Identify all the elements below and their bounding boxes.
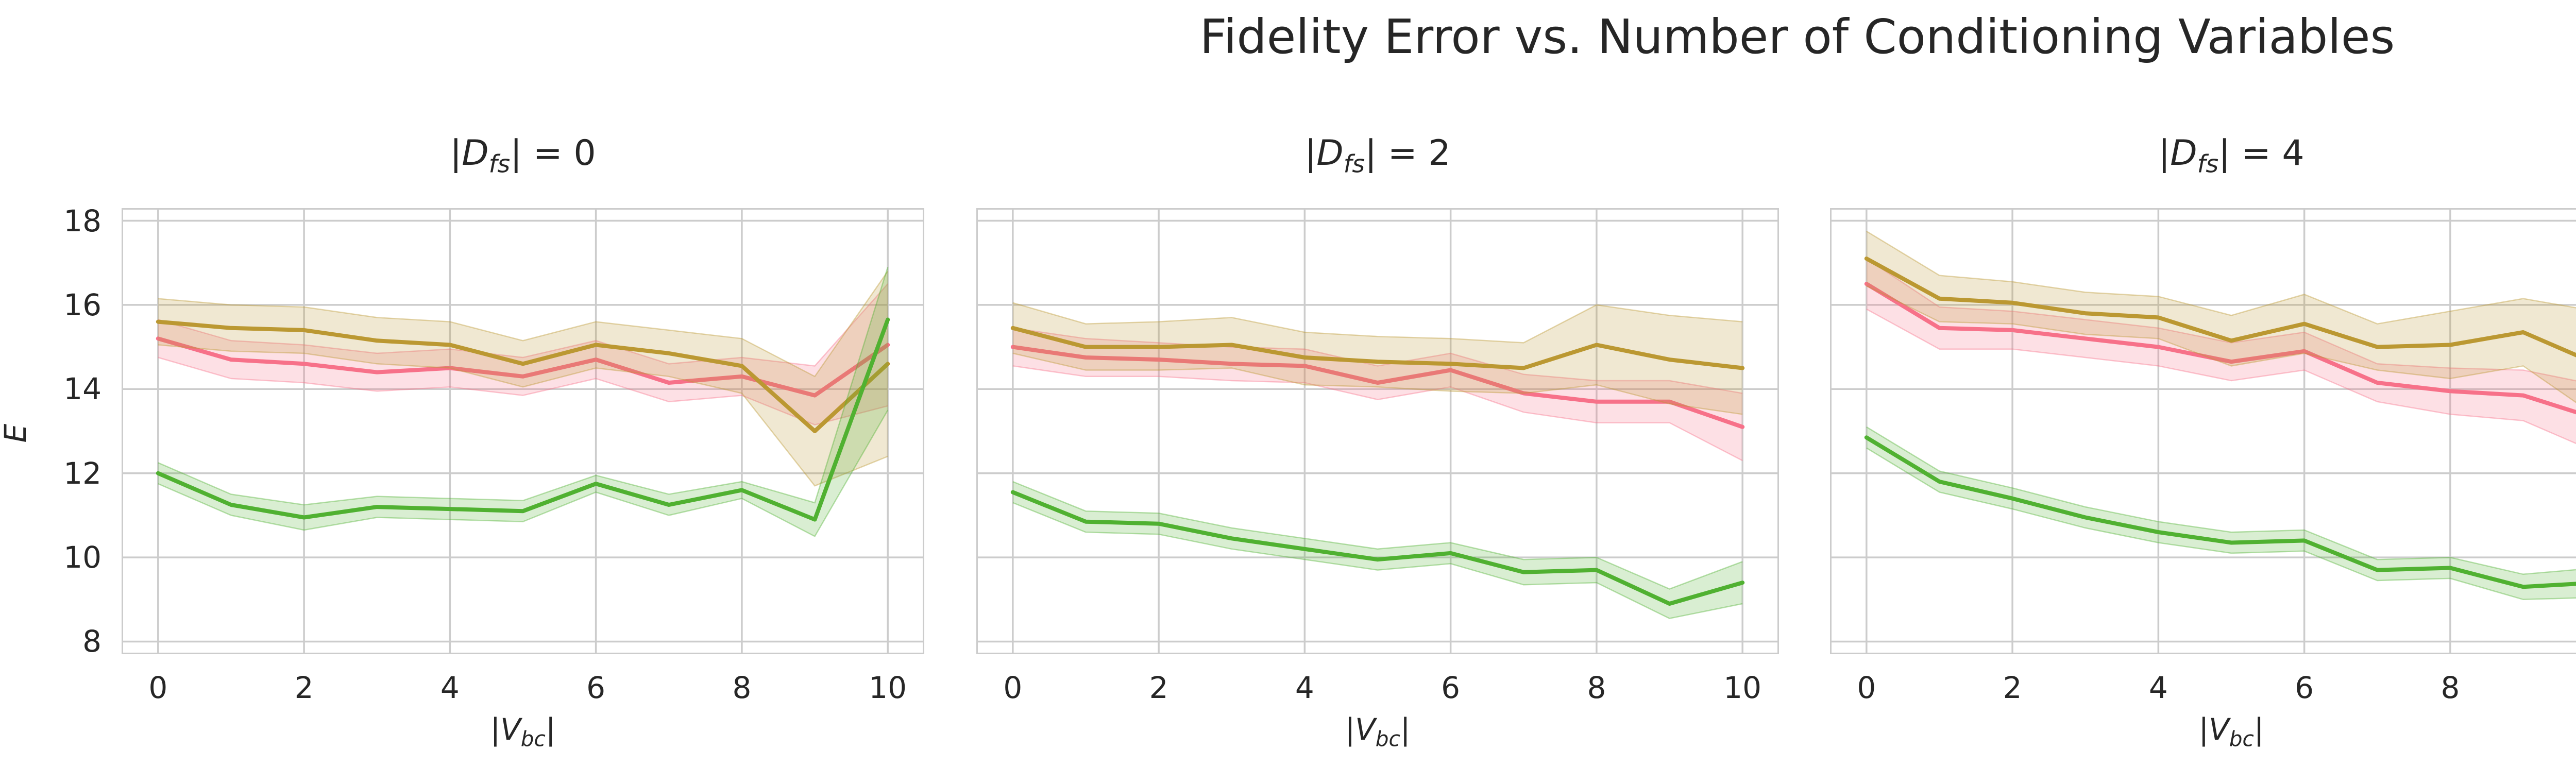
ci-edge-non-hispanic-white — [158, 267, 889, 506]
facet-title-text: |D — [450, 133, 489, 174]
x-tick-label: 4 — [2148, 670, 2168, 705]
ci-edge-non-hispanic-black — [1012, 302, 1743, 344]
ci-band-non-hispanic-black — [1866, 231, 2576, 403]
facet-title: |Dfs| = 2 — [976, 133, 1779, 179]
series-line-hispanic — [1864, 282, 2576, 415]
series-line-hispanic — [1010, 345, 1745, 429]
x-tick-label: 8 — [732, 670, 752, 705]
ci-edge-non-hispanic-white — [1866, 426, 2576, 575]
x-tick-label: 4 — [440, 670, 460, 705]
axes-spines — [122, 208, 924, 654]
facet-title: |Dfs| = 4 — [1830, 133, 2576, 179]
x-tick-label: 6 — [586, 670, 606, 705]
facet-title-text: | = 2 — [1365, 133, 1451, 174]
facet-title-text: | = 4 — [2218, 133, 2304, 174]
ci-band-non-hispanic-white — [158, 267, 888, 537]
plot-area-0 — [122, 208, 924, 654]
y-axis-label: E — [0, 423, 33, 443]
x-axis-label: |Vbc| — [122, 712, 924, 752]
x-axis-label-subscript: bc — [1375, 726, 1400, 752]
facet-1: |Dfs| = 2 |Vbc| 0 2 4 6 8 10 — [976, 0, 1779, 767]
x-tick-label: 0 — [148, 670, 168, 705]
facet-title-text: |D — [2158, 133, 2197, 174]
x-axis-label-text: | — [545, 712, 556, 747]
x-tick-label: 8 — [2441, 670, 2460, 705]
x-axis-label: |Vbc| — [976, 712, 1779, 752]
x-tick-label: 2 — [294, 670, 314, 705]
ci-edge-non-hispanic-white — [158, 410, 889, 537]
ci-edge-non-hispanic-black — [158, 344, 888, 487]
ci-band-non-hispanic-white — [1012, 482, 1743, 619]
ci-edge-non-hispanic-black — [158, 270, 889, 378]
ci-edge-non-hispanic-white — [1012, 481, 1743, 590]
ci-band-hispanic — [1866, 259, 2576, 444]
x-axis-label-text: | — [2253, 712, 2264, 747]
x-tick-label: 2 — [1149, 670, 1168, 705]
x-tick-label: 0 — [1857, 670, 1876, 705]
facet-title-text: | = 0 — [510, 133, 596, 174]
y-tick-label: 10 — [63, 540, 101, 575]
axes-spines — [976, 208, 1779, 654]
ci-band-non-hispanic-black — [158, 271, 888, 486]
ci-edge-non-hispanic-black — [1012, 352, 1743, 415]
ci-band-hispanic — [158, 284, 888, 425]
ci-edge-hispanic — [1012, 365, 1743, 462]
x-axis-label-text: |V — [490, 712, 521, 747]
y-tick-label: 14 — [63, 371, 101, 407]
series-line-non-hispanic-white — [1864, 435, 2576, 589]
facet-title: |Dfs| = 0 — [122, 133, 924, 179]
x-tick-label: 10 — [869, 670, 907, 705]
x-tick-label: 10 — [1723, 670, 1762, 705]
ci-edge-non-hispanic-white — [1866, 447, 2576, 601]
ci-edge-hispanic — [158, 283, 889, 367]
y-tick-label: 16 — [63, 287, 101, 322]
ci-edge-hispanic — [1866, 309, 2576, 445]
series-line-non-hispanic-white — [1010, 490, 1745, 606]
figure-title: Fidelity Error vs. Number of Conditionin… — [1199, 9, 2395, 64]
series-line-hispanic — [156, 336, 890, 398]
series-line-non-hispanic-black — [1864, 257, 2576, 357]
x-axis-label-subscript: bc — [2229, 726, 2254, 752]
y-tick-label: 18 — [63, 203, 101, 238]
series-line-non-hispanic-black — [1010, 326, 1745, 370]
x-tick-label: 4 — [1295, 670, 1314, 705]
y-tick-label: 8 — [82, 624, 101, 659]
series-line-non-hispanic-black — [156, 319, 890, 433]
x-axis-label: |Vbc| — [1830, 712, 2576, 752]
plot-area-1 — [976, 208, 1779, 654]
axes-spines — [1830, 208, 2576, 654]
facet-title-subscript: fs — [1343, 150, 1365, 179]
x-tick-label: 0 — [1003, 670, 1023, 705]
x-tick-label: 6 — [2295, 670, 2314, 705]
ci-edge-non-hispanic-white — [1012, 502, 1743, 619]
series-line-non-hispanic-white — [156, 317, 890, 522]
facet-title-text: |D — [1304, 133, 1344, 174]
ci-edge-hispanic — [1012, 327, 1743, 394]
facet-title-subscript: fs — [488, 150, 511, 179]
x-tick-label: 2 — [2003, 670, 2022, 705]
x-axis-label-text: |V — [2198, 712, 2229, 747]
x-axis-label-text: |V — [1345, 712, 1376, 747]
x-tick-label: 6 — [1441, 670, 1461, 705]
ci-edge-hispanic — [158, 356, 888, 426]
ci-edge-hispanic — [1866, 258, 2576, 382]
x-axis-label-subscript: bc — [520, 726, 546, 752]
ci-edge-non-hispanic-black — [1866, 230, 2576, 325]
plot-area-2 — [1830, 208, 2576, 654]
x-tick-label: 8 — [1587, 670, 1606, 705]
y-tick-label: 12 — [63, 455, 101, 491]
facet-0: |Dfs| = 0 |Vbc| 0 2 4 6 8 10 — [122, 0, 924, 767]
ci-band-non-hispanic-black — [1012, 302, 1743, 415]
x-axis-label-text: | — [1400, 712, 1411, 747]
ci-edge-non-hispanic-black — [1866, 285, 2576, 403]
facet-title-subscript: fs — [2197, 150, 2219, 179]
